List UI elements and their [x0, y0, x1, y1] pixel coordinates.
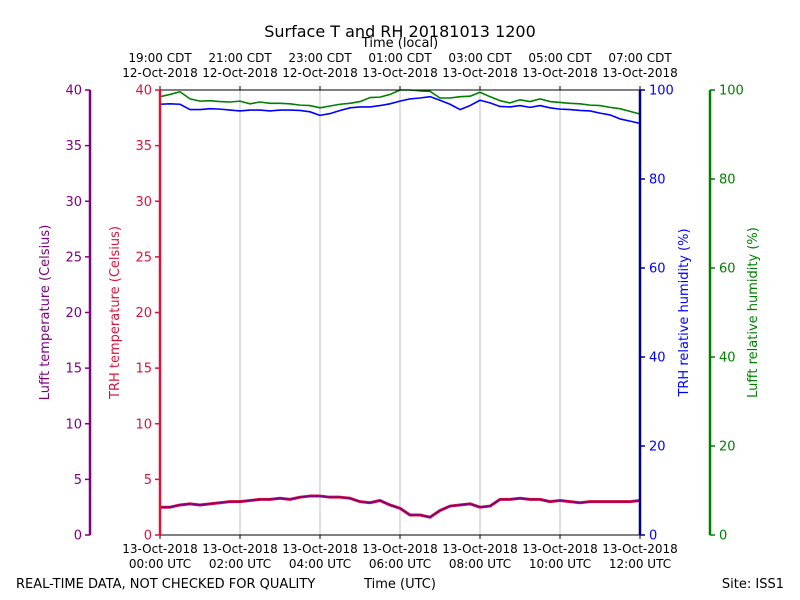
lufft-rh-tick-label: 40 [719, 351, 736, 366]
series-line-lufft-temp [160, 495, 640, 518]
bottom-tick-date: 13-Oct-2018 [602, 542, 678, 556]
trh-rh-tick-label: 60 [649, 262, 666, 277]
top-tick-time: 01:00 CDT [368, 51, 432, 65]
top-tick-time: 03:00 CDT [448, 51, 512, 65]
bottom-tick-time: 08:00 UTC [449, 557, 511, 571]
lufft-rh-tick-label: 60 [719, 262, 736, 277]
top-tick-time: 19:00 CDT [128, 51, 192, 65]
trh-rh-tick-label: 0 [649, 529, 657, 544]
lufft-temp-tick-label: 30 [65, 195, 82, 210]
lufft-temp-tick-label: 0 [74, 529, 82, 544]
bottom-tick-time: 12:00 UTC [609, 557, 671, 571]
lufft-rh-tick-label: 80 [719, 173, 736, 188]
bottom-tick-time: 00:00 UTC [129, 557, 191, 571]
lufft-rh-tick-label: 100 [719, 84, 744, 99]
lufft-temp-tick-label: 40 [65, 84, 82, 99]
top-tick-time: 07:00 CDT [608, 51, 672, 65]
lufft-temp-tick-label: 25 [65, 250, 82, 265]
trh-temp-axis-label: TRH temperature (Celsius) [108, 226, 123, 400]
top-tick-date: 13-Oct-2018 [442, 66, 518, 80]
lufft-temp-tick-label: 15 [65, 362, 82, 377]
top-tick-date: 13-Oct-2018 [362, 66, 438, 80]
grid-lines [239, 90, 561, 535]
quality-note: REAL-TIME DATA, NOT CHECKED FOR QUALITY [16, 577, 315, 592]
trh-temp-tick-label: 35 [135, 139, 152, 154]
trh-temp-tick-label: 0 [144, 529, 152, 544]
bottom-tick-date: 13-Oct-2018 [202, 542, 278, 556]
top-tick-date: 12-Oct-2018 [122, 66, 198, 80]
series-line-trh-rh [160, 95, 640, 125]
bottom-tick-date: 13-Oct-2018 [362, 542, 438, 556]
trh-temp-tick-label: 10 [135, 417, 152, 432]
lufft-rh-tick-label: 20 [719, 440, 736, 455]
trh-temp-tick-label: 30 [135, 195, 152, 210]
lufft-temp-tick-label: 5 [74, 473, 82, 488]
site-label: Site: ISS1 [722, 577, 784, 592]
top-tick-time: 21:00 CDT [208, 51, 272, 65]
trh-rh-tick-label: 80 [649, 173, 666, 188]
top-tick-date: 13-Oct-2018 [522, 66, 598, 80]
trh-temp-tick-label: 20 [135, 306, 152, 321]
lufft-temp-axis-label: Lufft temperature (Celsius) [38, 225, 53, 401]
trh-rh-tick-label: 40 [649, 351, 666, 366]
lufft-temp-tick-label: 20 [65, 306, 82, 321]
trh-rh-tick-label: 100 [649, 84, 674, 99]
chart-title: Surface T and RH 20181013 1200 [264, 22, 536, 41]
trh-temp-tick-label: 25 [135, 250, 152, 265]
x-axis-label: Time (UTC) [363, 577, 436, 592]
trh-temp-tick-label: 40 [135, 84, 152, 99]
bottom-tick-time: 10:00 UTC [529, 557, 591, 571]
top-tick-time: 23:00 CDT [288, 51, 352, 65]
lufft-rh-tick-label: 0 [719, 529, 727, 544]
bottom-tick-date: 13-Oct-2018 [522, 542, 598, 556]
top-tick-time: 05:00 CDT [528, 51, 592, 65]
trh-rh-tick-label: 20 [649, 440, 666, 455]
lufft-rh-axis-label: Lufft relative humidity (%) [746, 227, 761, 398]
lufft-temp-tick-label: 10 [65, 417, 82, 432]
trh-temp-tick-label: 15 [135, 362, 152, 377]
top-tick-date: 12-Oct-2018 [282, 66, 358, 80]
bottom-tick-date: 13-Oct-2018 [282, 542, 358, 556]
lufft-temp-tick-label: 35 [65, 139, 82, 154]
top-tick-date: 13-Oct-2018 [602, 66, 678, 80]
bottom-tick-time: 06:00 UTC [369, 557, 431, 571]
bottom-tick-time: 04:00 UTC [289, 557, 351, 571]
bottom-tick-time: 02:00 UTC [209, 557, 271, 571]
trh-rh-axis-label: TRH relative humidity (%) [677, 228, 692, 397]
trh-temp-tick-label: 5 [144, 473, 152, 488]
bottom-tick-date: 13-Oct-2018 [442, 542, 518, 556]
bottom-tick-date: 13-Oct-2018 [122, 542, 198, 556]
top-axis-label: Time (local) [361, 36, 438, 51]
top-tick-date: 12-Oct-2018 [202, 66, 278, 80]
